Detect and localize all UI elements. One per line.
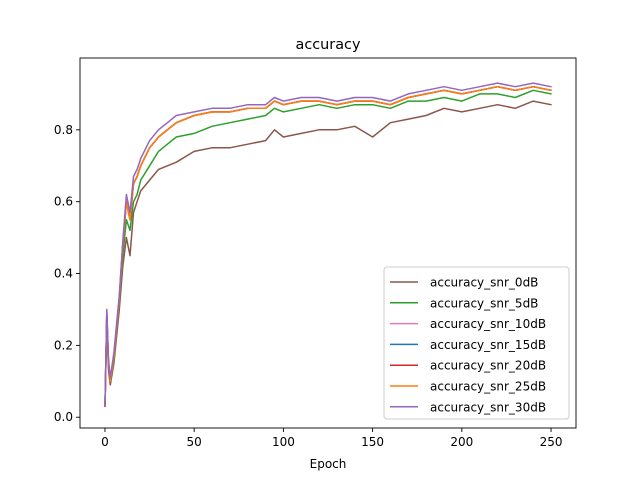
chart-title: accuracy [296, 37, 361, 53]
x-axis-label: Epoch [310, 457, 347, 471]
series-line-1 [104, 100, 552, 408]
y-tick-label: 0.0 [54, 410, 73, 424]
y-tick-label: 0.6 [54, 195, 73, 209]
series-line-7 [104, 82, 552, 408]
series-layer [104, 82, 552, 408]
x-tick-label: 50 [187, 435, 202, 449]
x-axis: 0 50 100 150 200 250 [101, 428, 562, 449]
legend-label-6: accuracy_snr_25dB [430, 380, 546, 394]
y-tick-label: 0.4 [54, 267, 73, 281]
x-tick-label: 200 [450, 435, 473, 449]
x-tick-label: 100 [272, 435, 295, 449]
x-tick-label: 150 [361, 435, 384, 449]
legend-label-4: accuracy_snr_15dB [430, 338, 546, 352]
legend: accuracy_snr_0dB accuracy_snr_5dB accuracy… [383, 266, 570, 420]
legend-label-5: accuracy_snr_20dB [430, 359, 546, 373]
plot-frame [79, 57, 577, 429]
legend-label-3: accuracy_snr_10dB [430, 317, 546, 331]
legend-label-1: accuracy_snr_0dB [430, 276, 538, 290]
legend-frame [383, 266, 570, 420]
x-tick-label: 0 [101, 435, 109, 449]
legend-label-7: accuracy_snr_30dB [430, 400, 546, 414]
y-axis: 0.0 0.2 0.4 0.6 0.8 [54, 123, 80, 424]
y-tick-label: 0.8 [54, 123, 73, 137]
x-tick-label: 250 [540, 435, 563, 449]
series-line-2 [104, 89, 552, 408]
legend-label-2: accuracy_snr_5dB [430, 296, 538, 310]
y-tick-label: 0.2 [54, 338, 73, 352]
